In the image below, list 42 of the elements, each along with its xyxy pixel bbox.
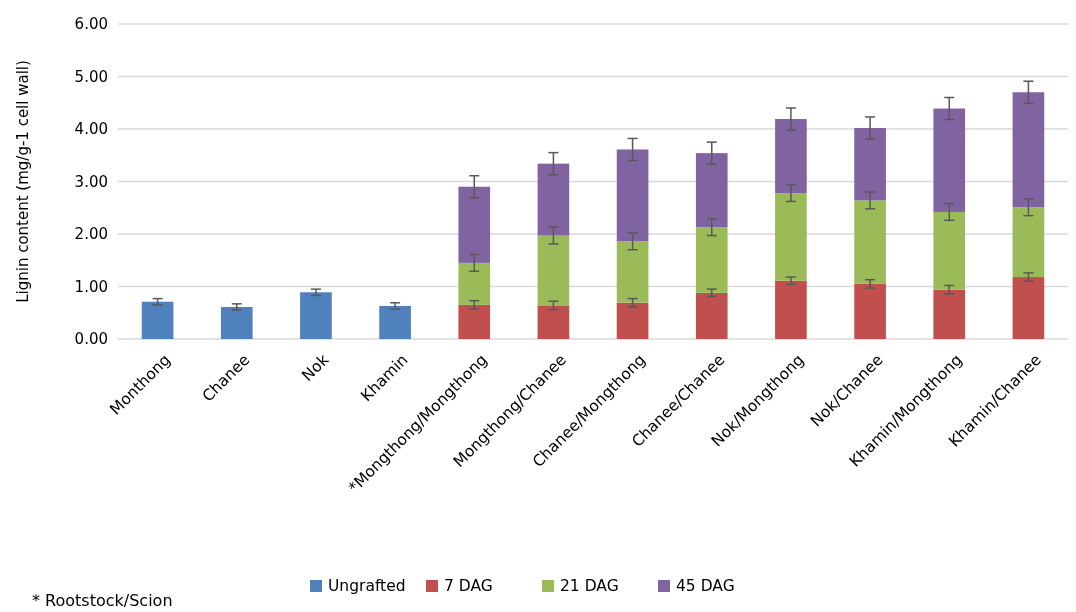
x-tick-label: Nok <box>298 350 333 385</box>
legend-label: 7 DAG <box>444 577 493 596</box>
y-tick-label: 6.00 <box>74 15 108 34</box>
bar <box>933 289 966 339</box>
bar <box>695 292 728 339</box>
bar <box>854 200 886 284</box>
bar <box>933 211 966 290</box>
bar <box>854 283 886 339</box>
bar <box>775 119 807 194</box>
bar <box>458 262 491 305</box>
bar <box>537 235 570 306</box>
bar <box>537 163 570 236</box>
bar <box>458 304 491 339</box>
bar <box>695 153 728 228</box>
bar <box>141 301 174 339</box>
bar <box>695 227 728 293</box>
legend-label: Ungrafted <box>328 577 406 596</box>
bar <box>1012 277 1045 339</box>
text: * Rootstock/Scion <box>32 590 173 610</box>
y-tick-label: 2.00 <box>74 225 108 244</box>
bar <box>1012 207 1045 278</box>
bar <box>775 280 807 339</box>
y-tick-label: 1.00 <box>74 277 108 296</box>
bar <box>458 186 491 263</box>
legend-label: 45 DAG <box>676 577 735 596</box>
bar <box>220 306 253 339</box>
bar <box>1012 92 1045 208</box>
bar <box>775 193 807 281</box>
bar <box>537 305 570 339</box>
bar <box>300 292 332 339</box>
y-tick-label: 0.00 <box>74 330 108 349</box>
bar <box>379 305 411 339</box>
bar <box>616 241 649 303</box>
y-tick-label: 4.00 <box>74 120 108 139</box>
bar <box>616 149 649 242</box>
legend-label: 21 DAG <box>560 577 619 596</box>
bar <box>616 302 649 339</box>
bar <box>854 127 886 201</box>
bar <box>933 108 966 212</box>
y-tick-label: 3.00 <box>74 172 108 191</box>
y-axis-title: Lignin content (mg/g-1 cell wall) <box>14 60 32 303</box>
y-tick-label: 5.00 <box>74 67 108 86</box>
